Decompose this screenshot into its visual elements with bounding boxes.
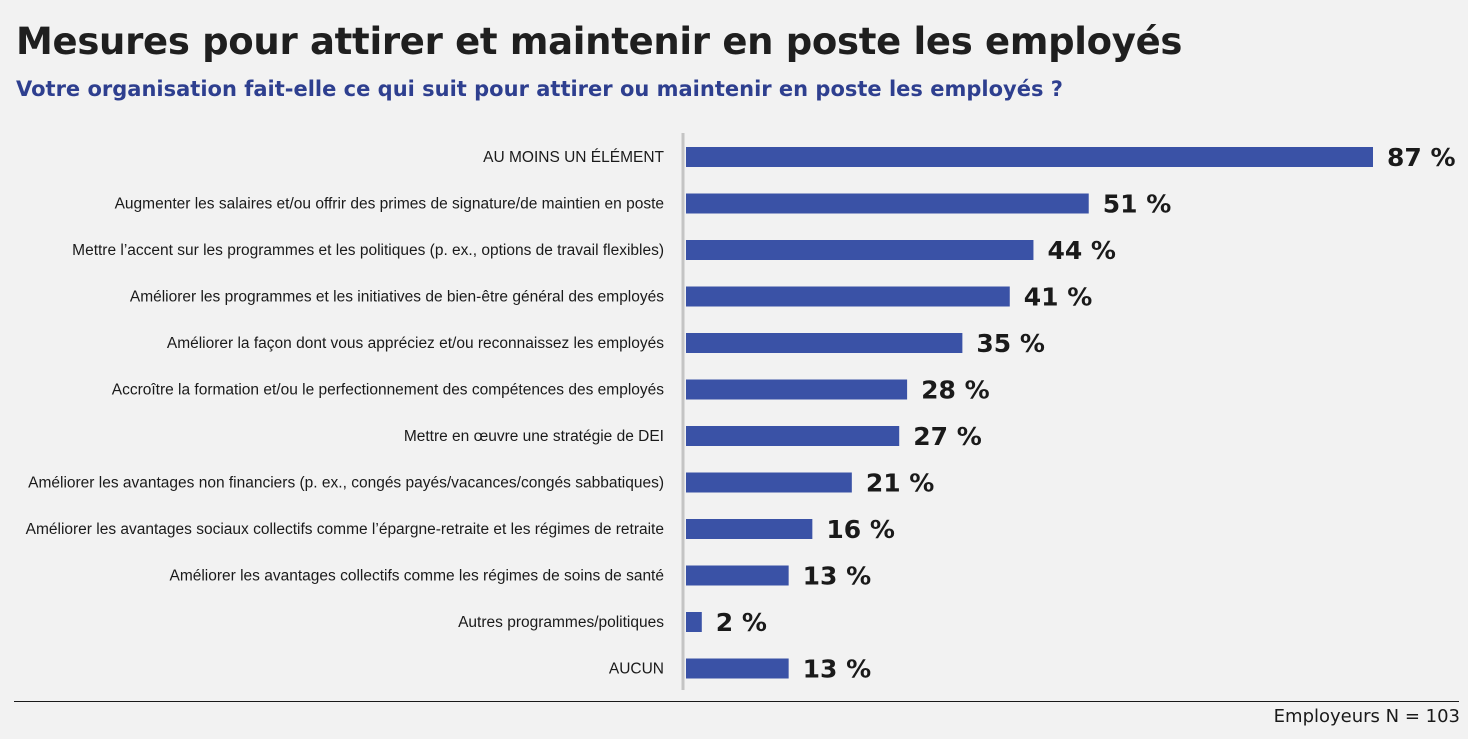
bar [686, 147, 1373, 167]
category-label: AUCUN [609, 661, 664, 678]
bottom-divider [14, 701, 1459, 702]
value-label: 87 % [1387, 143, 1456, 172]
value-label: 51 % [1103, 190, 1172, 219]
value-label: 28 % [921, 376, 990, 405]
value-label: 16 % [826, 515, 895, 544]
bar [686, 240, 1034, 260]
category-label: Améliorer les programmes et les initiati… [130, 289, 664, 306]
bar [686, 379, 908, 400]
category-label: Mettre l’accent sur les programmes et le… [72, 242, 664, 259]
category-label: Améliorer les avantages sociaux collecti… [26, 521, 664, 538]
category-label: AU MOINS UN ÉLÉMENT [483, 149, 664, 166]
category-label: Améliorer les avantages collectifs comme… [169, 568, 664, 585]
category-label: Augmenter les salaires et/ou offrir des … [115, 196, 664, 213]
bar [686, 333, 963, 353]
value-label: 27 % [913, 422, 982, 451]
value-label: 41 % [1024, 283, 1093, 312]
category-label: Autres programmes/politiques [458, 614, 664, 631]
bar [686, 658, 789, 679]
page-title: Mesures pour attirer et maintenir en pos… [16, 20, 1183, 63]
page-subtitle: Votre organisation fait-elle ce qui suit… [16, 77, 1063, 101]
value-label: 21 % [866, 469, 935, 498]
value-label: 13 % [803, 655, 872, 684]
category-label: Améliorer les avantages non financiers (… [28, 475, 664, 492]
value-label: 2 % [716, 608, 767, 637]
bar [686, 193, 1089, 214]
bar-chart: AU MOINS UN ÉLÉMENT 87 % Augmenter les sal… [26, 133, 1456, 690]
value-label: 44 % [1047, 236, 1116, 265]
bar [686, 472, 852, 493]
category-label: Mettre en œuvre une stratégie de DEI [404, 428, 664, 445]
bar [686, 565, 789, 586]
sample-size-note: Employeurs N = 103 [1273, 706, 1460, 727]
bar [686, 612, 702, 632]
bar [686, 286, 1010, 307]
bar [686, 519, 813, 539]
category-label: Améliorer la façon dont vous appréciez e… [167, 335, 664, 352]
value-label: 35 % [976, 329, 1045, 358]
category-label: Accroître la formation et/ou le perfecti… [112, 382, 665, 399]
bar [686, 426, 900, 446]
value-label: 13 % [803, 562, 872, 591]
